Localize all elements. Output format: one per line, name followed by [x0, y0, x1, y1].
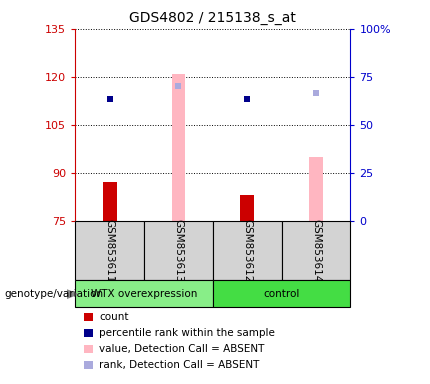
Bar — [103, 182, 117, 221]
Bar — [75, 280, 213, 307]
Text: genotype/variation: genotype/variation — [4, 289, 104, 299]
Text: GSM853611: GSM853611 — [104, 219, 115, 282]
Text: percentile rank within the sample: percentile rank within the sample — [99, 328, 275, 338]
Bar — [172, 74, 185, 221]
Title: GDS4802 / 215138_s_at: GDS4802 / 215138_s_at — [129, 11, 296, 25]
Text: GSM853614: GSM853614 — [311, 219, 321, 282]
Bar — [282, 221, 350, 280]
Bar — [240, 195, 254, 221]
Bar — [309, 157, 323, 221]
Text: GSM853613: GSM853613 — [173, 219, 184, 282]
Polygon shape — [67, 290, 77, 298]
Bar — [75, 221, 144, 280]
Text: count: count — [99, 312, 129, 322]
Text: rank, Detection Call = ABSENT: rank, Detection Call = ABSENT — [99, 360, 259, 370]
Text: value, Detection Call = ABSENT: value, Detection Call = ABSENT — [99, 344, 264, 354]
Bar — [213, 280, 350, 307]
Text: GSM853612: GSM853612 — [242, 219, 252, 282]
Bar — [213, 221, 282, 280]
Text: control: control — [264, 289, 300, 299]
Bar — [144, 221, 213, 280]
Text: WTX overexpression: WTX overexpression — [91, 289, 197, 299]
